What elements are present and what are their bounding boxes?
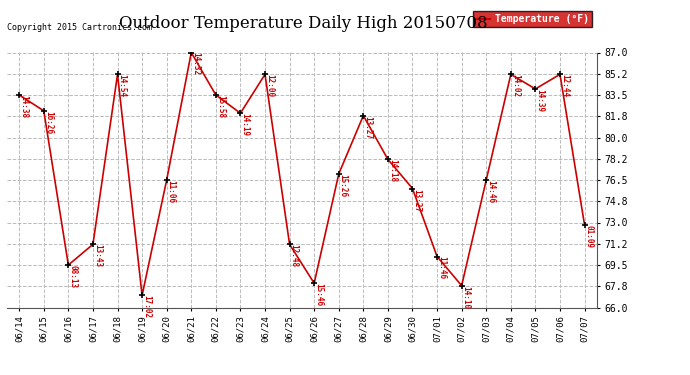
Text: 08:13: 08:13 — [68, 265, 77, 288]
Text: 11:46: 11:46 — [437, 256, 446, 280]
Text: 13:43: 13:43 — [93, 244, 102, 267]
Text: 12:48: 12:48 — [290, 244, 299, 267]
Text: 15:26: 15:26 — [339, 174, 348, 197]
Text: 01:09: 01:09 — [584, 225, 593, 248]
Text: 17:02: 17:02 — [142, 296, 151, 318]
Text: 14:18: 14:18 — [388, 159, 397, 183]
Text: 15:58: 15:58 — [216, 95, 225, 118]
Text: Outdoor Temperature Daily High 20150708: Outdoor Temperature Daily High 20150708 — [119, 15, 488, 32]
Text: 14:39: 14:39 — [535, 89, 544, 112]
Text: 12:44: 12:44 — [560, 74, 569, 98]
Text: 15:46: 15:46 — [314, 283, 323, 306]
Legend: Temperature (°F): Temperature (°F) — [473, 12, 592, 27]
Text: 14:38: 14:38 — [19, 95, 28, 118]
Text: 12:00: 12:00 — [265, 74, 274, 98]
Text: 16:26: 16:26 — [43, 111, 52, 134]
Text: 14:02: 14:02 — [511, 74, 520, 98]
Text: 13:27: 13:27 — [413, 189, 422, 211]
Text: 14:54: 14:54 — [117, 74, 126, 98]
Text: Copyright 2015 Cartronics.com: Copyright 2015 Cartronics.com — [7, 23, 152, 32]
Text: 11:06: 11:06 — [167, 180, 176, 203]
Text: 13:27: 13:27 — [364, 116, 373, 139]
Text: 14:32: 14:32 — [191, 53, 200, 76]
Text: 14:19: 14:19 — [240, 113, 249, 136]
Text: 14:46: 14:46 — [486, 180, 495, 203]
Text: 14:10: 14:10 — [462, 286, 471, 309]
